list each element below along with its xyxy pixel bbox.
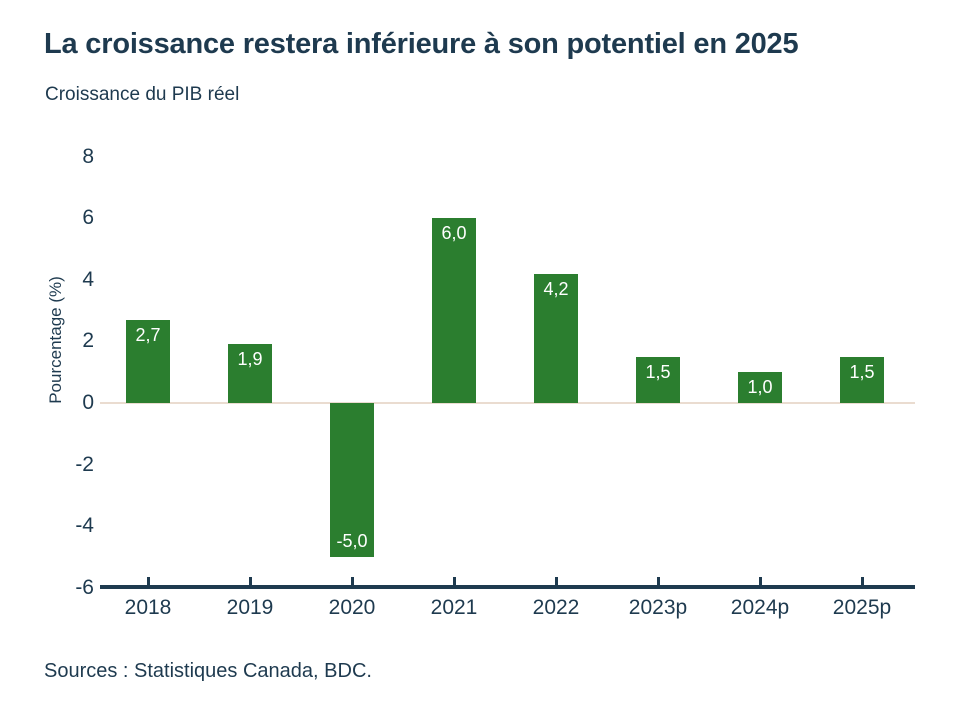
x-tick-label: 2020	[328, 596, 376, 619]
y-tick-label: 6	[82, 206, 94, 230]
y-tick-label: 2	[82, 329, 94, 353]
y-tick-label: -2	[75, 452, 94, 476]
bar-2025p: 1,5	[840, 356, 884, 403]
x-tick-mark	[452, 577, 456, 586]
x-tick-mark	[146, 577, 150, 586]
bar-value-label: 1,9	[237, 349, 263, 370]
bar-value-label: 1,5	[645, 361, 671, 382]
x-tick-mark	[554, 577, 558, 586]
y-tick-label: 0	[82, 391, 94, 414]
x-tick-label: 2021	[430, 596, 478, 619]
x-tick-label: 2024p	[730, 596, 790, 619]
x-axis-line	[100, 585, 915, 589]
x-tick-label: 2022	[532, 596, 580, 619]
y-tick-label: 4	[82, 267, 94, 291]
y-tick-label: -6	[75, 575, 94, 599]
x-tick-label: 2019	[226, 596, 274, 619]
bar-2018: 2,7	[126, 319, 170, 403]
chart-title: La croissance restera inférieure à son p…	[44, 28, 799, 60]
bar-value-label: 2,7	[135, 324, 161, 345]
chart-subtitle: Croissance du PIB réel	[45, 84, 240, 105]
bar-value-label: 1,0	[747, 377, 773, 398]
bar-2020: -5,0	[330, 403, 374, 557]
bar-2023p: 1,5	[636, 356, 680, 403]
bar-2022: 4,2	[534, 273, 578, 403]
bar-2024p: 1,0	[738, 372, 782, 403]
x-tick-label: 2025p	[832, 596, 892, 619]
x-tick-label: 2023p	[628, 596, 688, 619]
x-tick-mark	[248, 577, 252, 586]
zero-baseline	[100, 402, 915, 404]
source-note: Sources : Statistiques Canada, BDC.	[44, 660, 372, 682]
bar-2019: 1,9	[228, 344, 272, 403]
x-tick-label: 2018	[124, 596, 172, 619]
x-tick-mark	[656, 577, 660, 586]
bar-value-label: 1,5	[849, 361, 875, 382]
bar-value-label: 4,2	[543, 278, 569, 299]
x-tick-mark	[860, 577, 864, 586]
y-tick-label: -4	[75, 514, 94, 538]
bar-value-label: 6,0	[441, 223, 467, 244]
bar-value-label: -5,0	[336, 531, 368, 551]
y-tick-label: 8	[82, 144, 94, 168]
x-tick-mark	[350, 577, 354, 586]
bar-2021: 6,0	[432, 218, 476, 403]
x-tick-mark	[758, 577, 762, 586]
